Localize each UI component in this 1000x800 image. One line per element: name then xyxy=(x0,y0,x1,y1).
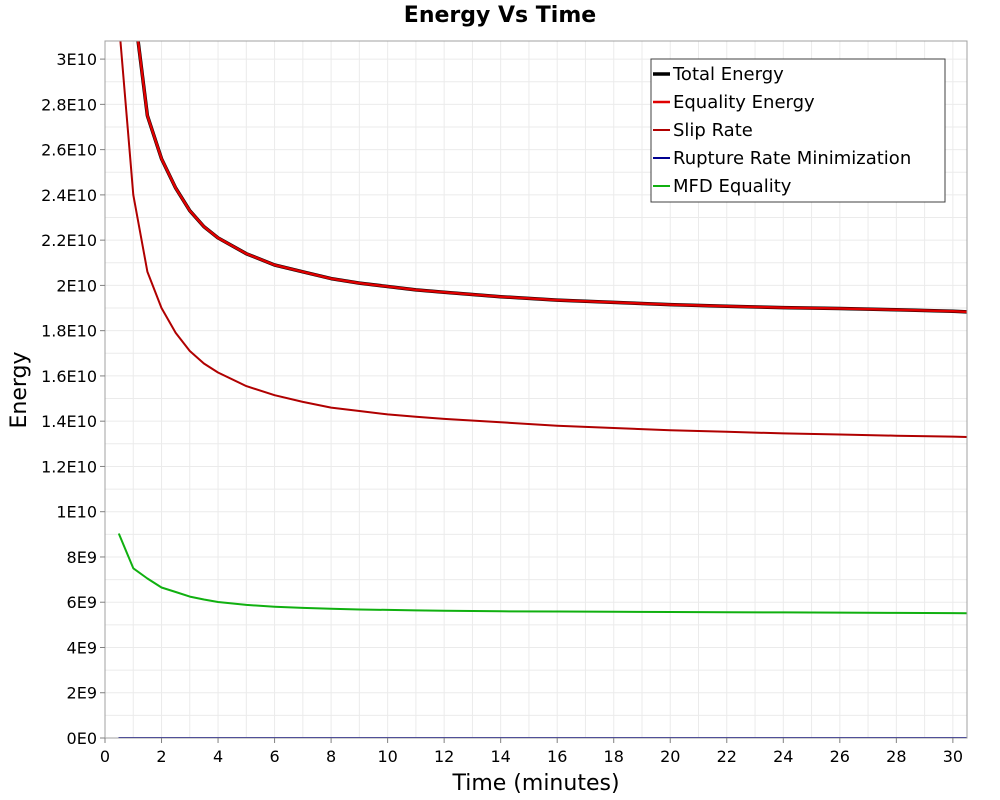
x-tick-label: 22 xyxy=(717,747,737,766)
x-tick-label: 6 xyxy=(269,747,279,766)
y-tick-label: 2E10 xyxy=(56,276,97,295)
y-tick-label: 3E10 xyxy=(56,50,97,69)
y-tick-label: 1.2E10 xyxy=(41,457,97,476)
legend: Total Energy Equality Energy Slip Rate Rupt… xyxy=(650,58,946,203)
y-tick-label: 2.8E10 xyxy=(41,95,97,114)
x-tick-label: 18 xyxy=(604,747,624,766)
legend-label-total-energy: Total Energy xyxy=(672,64,784,85)
legend-label-equality-energy: Equality Energy xyxy=(673,92,815,113)
x-axis-label: Time (minutes) xyxy=(451,771,619,796)
grid xyxy=(105,41,967,738)
y-tick-label: 6E9 xyxy=(67,593,97,612)
plot-frame xyxy=(104,40,968,739)
x-axis-ticks: 0 2 4 6 8 10 12 14 16 18 20 22 24 26 28 30 xyxy=(100,738,963,766)
legend-box xyxy=(650,58,946,203)
series-lines xyxy=(118,41,967,738)
x-tick-label: 0 xyxy=(100,747,110,766)
y-tick-label: 2.4E10 xyxy=(41,186,97,205)
x-tick-label: 26 xyxy=(830,747,850,766)
x-tick-label: 8 xyxy=(326,747,336,766)
x-tick-label: 12 xyxy=(434,747,454,766)
y-tick-label: 1E10 xyxy=(56,503,97,522)
x-tick-label: 4 xyxy=(213,747,223,766)
legend-label-slip-rate: Slip Rate xyxy=(673,120,753,141)
series-line-slip-rate xyxy=(119,41,967,438)
y-tick-label: 2E9 xyxy=(67,684,97,703)
chart-title: Energy Vs Time xyxy=(404,3,596,28)
series-line-mfd-equality xyxy=(118,533,967,615)
y-tick-label: 1.4E10 xyxy=(41,412,97,431)
x-tick-label: 28 xyxy=(886,747,906,766)
series-line-equality-energy xyxy=(136,41,967,314)
x-tick-label: 20 xyxy=(660,747,680,766)
x-tick-label: 10 xyxy=(377,747,397,766)
x-tick-label: 14 xyxy=(490,747,510,766)
x-tick-label: 30 xyxy=(943,747,963,766)
y-tick-label: 4E9 xyxy=(67,638,97,657)
y-tick-label: 2.6E10 xyxy=(41,141,97,160)
y-tick-label: 0E0 xyxy=(67,729,97,748)
x-tick-label: 24 xyxy=(773,747,793,766)
legend-label-mfd-equality: MFD Equality xyxy=(673,176,792,197)
y-tick-label: 8E9 xyxy=(67,548,97,567)
y-tick-label: 2.2E10 xyxy=(41,231,97,250)
x-tick-label: 2 xyxy=(156,747,166,766)
y-axis-label: Energy xyxy=(7,351,32,428)
y-tick-label: 1.8E10 xyxy=(41,322,97,341)
legend-label-rupture-rate-minimization: Rupture Rate Minimization xyxy=(673,148,911,169)
y-tick-label: 1.6E10 xyxy=(41,367,97,386)
x-tick-label: 16 xyxy=(547,747,567,766)
y-axis-ticks: 0E0 2E9 4E9 6E9 8E9 1E10 1.2E10 1.4E10 1.6E10 1.8… xyxy=(41,50,105,748)
